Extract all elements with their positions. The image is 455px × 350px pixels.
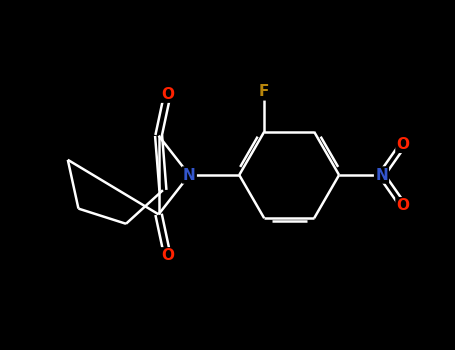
Text: O: O	[396, 137, 410, 152]
Text: N: N	[183, 168, 196, 182]
Text: O: O	[161, 248, 174, 263]
Text: O: O	[161, 87, 174, 101]
Text: F: F	[259, 84, 269, 99]
Text: N: N	[375, 168, 388, 182]
Text: O: O	[396, 198, 410, 213]
